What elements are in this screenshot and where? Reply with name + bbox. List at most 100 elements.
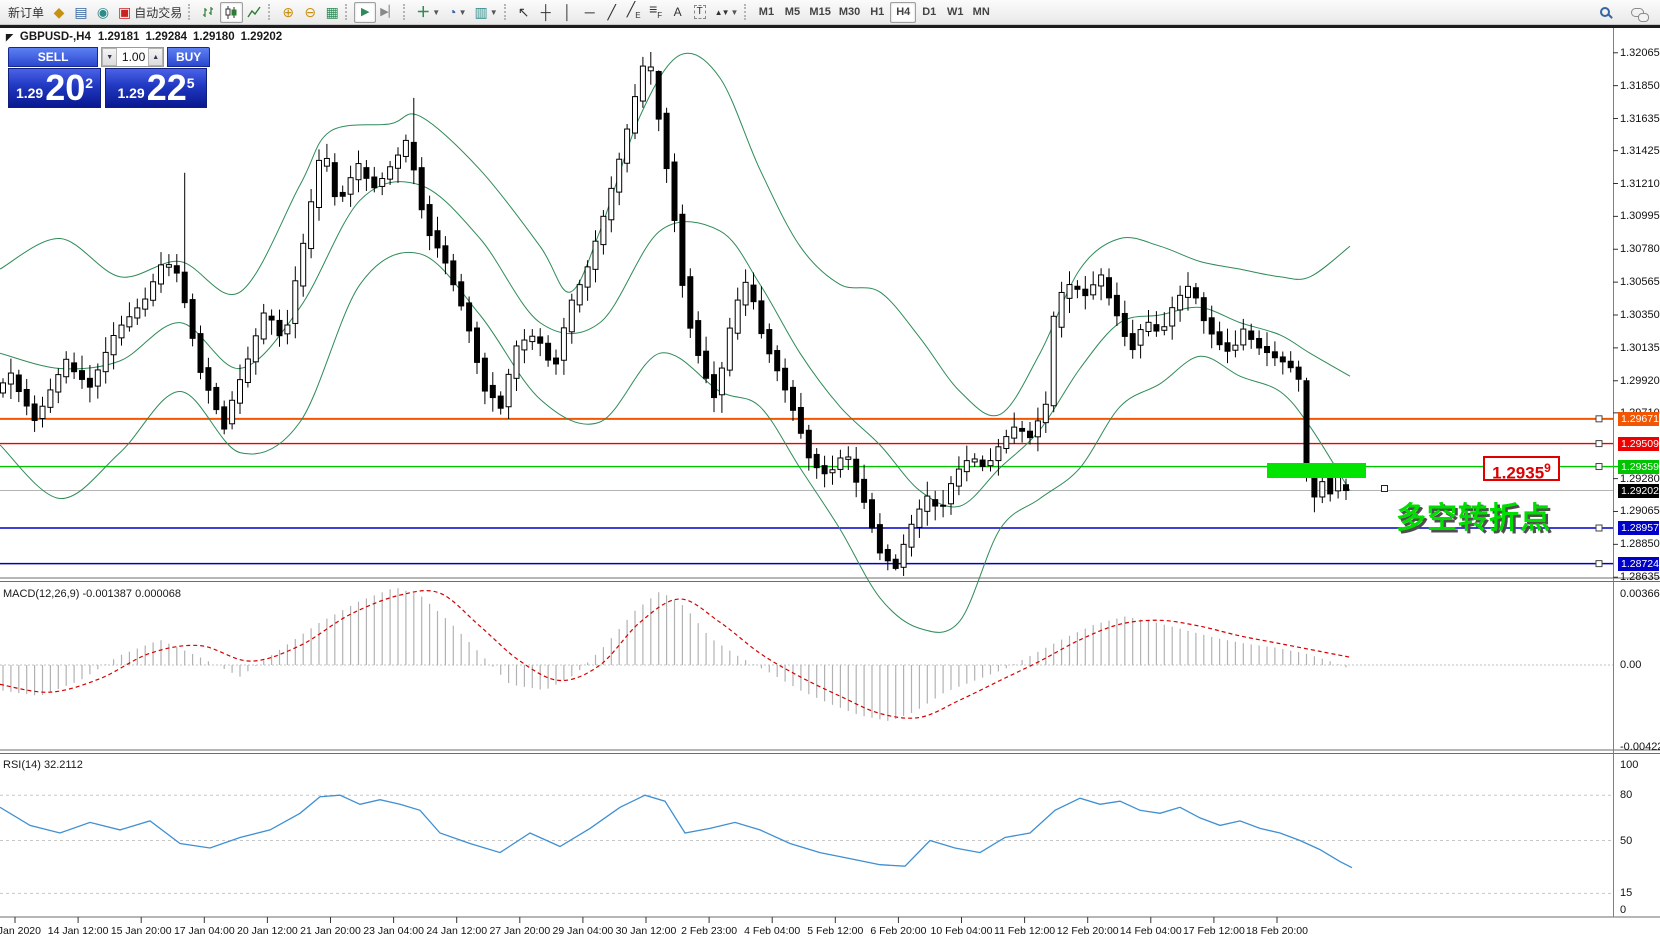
macd-value-main: -0.001387 — [82, 588, 133, 600]
level-line-anchor[interactable] — [1595, 560, 1603, 568]
timeframe-h4-button[interactable]: H4 — [890, 1, 917, 23]
zoom-in-icon: ⊕ — [282, 4, 295, 20]
sell-price-small: 1.29 — [15, 85, 44, 101]
text-icon: A — [673, 5, 682, 19]
zoom-out-button[interactable]: ⊖ — [299, 2, 321, 23]
zoom-in-button[interactable]: ⊕ — [277, 2, 299, 23]
line-chart-button[interactable] — [243, 2, 266, 23]
timeframe-m1-button[interactable]: M1 — [758, 6, 775, 18]
macd-signal-line — [0, 589, 1351, 719]
timeframe-w1-button[interactable]: W1 — [946, 6, 964, 18]
text-tool-button[interactable]: A — [667, 2, 689, 23]
candlestick-chart-button[interactable] — [220, 1, 244, 23]
macd-axis-label: -0.00422 — [1620, 740, 1660, 753]
buy-price-panel[interactable]: 1.29 22 5 — [105, 68, 207, 108]
chevron-down-icon: ▼ — [106, 53, 114, 61]
macd-value-signal: 0.000068 — [135, 588, 181, 600]
crosshair-tool-button[interactable]: ┼ — [535, 2, 557, 23]
text-label-tool-button[interactable]: T — [689, 2, 711, 23]
chart-area[interactable]: ◤ GBPUSD-,H4 1.29181 1.29284 1.29180 1.2… — [0, 28, 1660, 946]
level-line-anchor[interactable] — [1595, 463, 1603, 471]
timeframe-h1-button[interactable]: H1 — [870, 6, 885, 18]
community-chat-button[interactable] — [1626, 2, 1649, 23]
search-button[interactable] — [1594, 2, 1616, 23]
volume-input[interactable]: 1.00 — [121, 50, 146, 64]
auto-trading-icon: ▣ — [118, 4, 132, 20]
rsi-axis-label: 100 — [1620, 759, 1639, 771]
timeframe-d1-button[interactable]: D1 — [922, 6, 937, 18]
price-tick-label: 1.31210 — [1620, 177, 1660, 190]
sell-button[interactable]: SELL — [8, 47, 99, 67]
toolbar-grip — [188, 4, 193, 20]
dropdown-arrow-icon: ▼ — [458, 7, 467, 17]
time-axis-label: 27 Jan 20:00 — [489, 925, 551, 937]
sell-price-big: 20 — [45, 67, 86, 108]
trendline-tool-button[interactable]: ╱ — [601, 2, 623, 23]
level-price-label: 1.28957 — [1618, 520, 1659, 535]
time-axis-label: 6 Feb 20:00 — [870, 925, 927, 937]
bar-chart-button[interactable] — [197, 2, 220, 23]
turning-point-annotation[interactable]: 多空转折点 — [1396, 502, 1551, 535]
chart-shift-button[interactable]: ▶▏ — [376, 2, 401, 23]
sell-price-sup: 2 — [85, 75, 94, 91]
navigator-button[interactable]: ▤ — [70, 2, 92, 23]
timeframe-m30-button[interactable]: M30 — [838, 6, 861, 18]
ohlc-low: 1.29180 — [193, 31, 235, 43]
time-axis-label: 2 Feb 23:00 — [681, 925, 738, 937]
cursor-tool-button[interactable]: ↖ — [513, 2, 535, 23]
timeframe-m15-button[interactable]: M15 — [809, 6, 831, 18]
price-tick-label: 1.31635 — [1620, 112, 1660, 125]
macd-axis-label: 0.003667 — [1620, 587, 1660, 600]
timeframe-m5-button[interactable]: M5 — [784, 6, 801, 18]
templates-button[interactable]: ▥ ▼ — [471, 2, 502, 23]
time-axis-label: 15 Jan 20:00 — [110, 925, 172, 937]
arrows-tool-button[interactable]: ▲▼ ▼ — [711, 2, 743, 23]
horizontal-line-tool-button[interactable]: ─ — [579, 2, 601, 23]
price-tick-label: 1.32065 — [1620, 46, 1660, 59]
chart-canvas — [0, 28, 1660, 923]
level-line-anchor[interactable] — [1595, 524, 1603, 532]
tile-windows-button[interactable]: ▦ — [321, 2, 343, 23]
toolbar-grip — [403, 4, 408, 20]
buy-button[interactable]: BUY — [167, 47, 210, 67]
green-highlight-rectangle[interactable] — [1267, 463, 1366, 478]
fibonacci-tool-button[interactable]: ≡F — [645, 2, 667, 23]
rsi-axis-label: 80 — [1620, 789, 1633, 802]
volume-decrease-button[interactable]: ▼ — [102, 48, 118, 66]
level-line-anchor[interactable] — [1595, 440, 1603, 448]
add-indicator-button[interactable]: ＋ ▼ — [412, 2, 444, 23]
time-axis-label: 11 Feb 12:00 — [994, 925, 1056, 937]
price-tag-label[interactable]: 1.29359 — [1483, 456, 1560, 483]
tile-windows-icon: ▦ — [325, 4, 339, 20]
auto-scroll-button[interactable]: ▶ — [354, 1, 377, 23]
price-tick-label: 1.29280 — [1620, 472, 1660, 485]
clock-icon: ◔ — [448, 4, 457, 20]
level-price-label: 1.29359 — [1618, 459, 1659, 474]
arrows-icon: ▲▼ — [714, 7, 730, 17]
auto-trading-button[interactable]: ▣ 自动交易 — [114, 2, 186, 23]
timeframe-mn-button[interactable]: MN — [972, 6, 990, 18]
rsi-label: RSI(14) 32.2112 — [3, 759, 83, 771]
bollinger-upper-band — [0, 52, 1351, 417]
level-line-anchor[interactable] — [1595, 415, 1603, 423]
time-axis-label: 29 Jan 04:00 — [552, 925, 614, 937]
new-order-button[interactable]: 新订单 — [4, 2, 48, 23]
chart-header: ◤ GBPUSD-,H4 1.29181 1.29284 1.29180 1.2… — [6, 31, 282, 43]
time-axis-label: 3 Jan 2020 — [0, 925, 41, 937]
periods-button[interactable]: ◔ ▼ — [444, 2, 470, 23]
rsi-axis-label: 15 — [1620, 887, 1633, 900]
toolbar-grip — [744, 4, 749, 20]
sell-price-panel[interactable]: 1.29 20 2 — [8, 68, 101, 108]
time-axis-label: 12 Feb 20:00 — [1056, 925, 1119, 937]
volume-increase-button[interactable]: ▲ — [148, 48, 164, 66]
vertical-line-tool-button[interactable]: │ — [557, 2, 579, 23]
dropdown-arrow-icon: ▼ — [489, 7, 498, 17]
search-icon — [1600, 7, 1610, 17]
price-tick-label: 1.31425 — [1620, 144, 1660, 157]
market-watch-button[interactable]: ◆ — [48, 2, 70, 23]
channel-tool-button[interactable]: ╱E — [623, 2, 645, 23]
time-axis-label: 10 Feb 04:00 — [930, 925, 993, 937]
alerts-button[interactable]: ◉ — [92, 2, 114, 23]
object-anchor-handle[interactable] — [1381, 485, 1388, 492]
